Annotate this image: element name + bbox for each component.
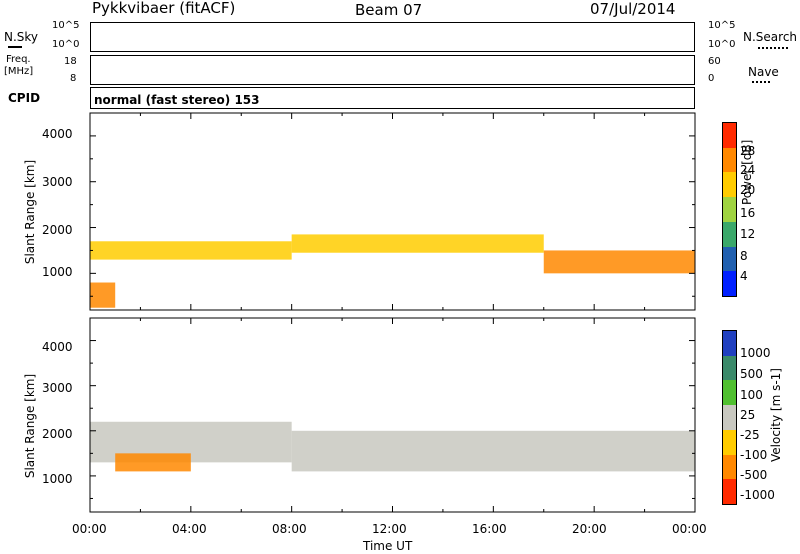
nsearch-label: N.Search (743, 30, 798, 44)
nsky-strip (90, 22, 695, 52)
velocity-ytick-3000: 3000 (42, 381, 73, 395)
power-cb-tick-4: 4 (740, 269, 748, 283)
power-panel-band-1 (291, 234, 544, 253)
power-cb-seg-4 (723, 221, 736, 247)
date-label: 07/Jul/2014 (590, 0, 676, 18)
power-cb-seg-2 (723, 172, 736, 198)
nsky-tick-bottom: 10^0 (52, 39, 80, 50)
xtick-0800: 08:00 (272, 522, 307, 536)
power-ytick-1000: 1000 (42, 265, 73, 279)
power-cb-seg-5 (723, 246, 736, 272)
x-axis-label: Time UT (363, 539, 413, 553)
cpid-strip (90, 87, 695, 109)
velocity-ytick-1000: 1000 (42, 472, 73, 486)
nsky-underline (8, 46, 22, 48)
power-cb-tick-24: 24 (740, 163, 756, 177)
power-panel-band-3 (90, 282, 116, 308)
cpid-label: CPID (8, 91, 41, 105)
station-title: Pykkvibaer (fitACF) (92, 0, 236, 17)
velocity-cb-tick-100: 100 (740, 388, 763, 402)
velocity-cb-tick-neg25: -25 (740, 428, 760, 442)
velocity-cb-tick-1000: 1000 (740, 346, 771, 360)
power-cb-tick-12: 12 (740, 227, 756, 241)
freq-strip (90, 55, 695, 85)
velocity-cb-seg-3 (723, 405, 736, 430)
power-cb-tick-8: 8 (740, 249, 748, 263)
velocity-cb-tick-neg1000: -1000 (740, 488, 775, 502)
velocity-panel-band-2 (115, 453, 191, 472)
velocity-cb-seg-0 (723, 331, 736, 356)
power-cb-tick-16: 16 (740, 206, 756, 220)
power-cb-seg-0 (723, 123, 736, 148)
velocity-cb-tick-500: 500 (740, 367, 763, 381)
velocity-colorbar (722, 330, 737, 505)
velocity-cb-tick-25: 25 (740, 408, 756, 422)
power-cb-seg-1 (723, 147, 736, 173)
velocity-cb-seg-4 (723, 429, 736, 455)
nave-dotted-line (752, 81, 770, 83)
power-panel-bg (90, 113, 695, 310)
xtick-2000: 20:00 (572, 522, 607, 536)
beam-label: Beam 07 (355, 1, 423, 19)
power-cb-tick-20: 20 (740, 183, 756, 197)
nsky-tick-top: 10^5 (52, 20, 80, 31)
nsky-label: N.Sky (4, 30, 39, 44)
velocity-ytick-2000: 2000 (42, 427, 73, 441)
power-cb-seg-3 (723, 197, 736, 222)
freq-label: Freq. (6, 54, 31, 65)
velocity-ytick-4000: 4000 (42, 340, 73, 354)
power-panel-band-0 (90, 241, 292, 260)
nsearch-tick-top: 10^5 (708, 20, 736, 31)
power-cb-tick-28: 28 (740, 144, 756, 158)
velocity-cb-seg-2 (723, 380, 736, 406)
nsearch-dotted-line (758, 47, 788, 49)
freq-tick-top: 18 (64, 56, 77, 67)
freq-unit: [MHz] (4, 66, 34, 77)
power-panel-band-2 (543, 250, 695, 274)
velocity-cb-tick-neg100: -100 (740, 448, 768, 462)
velocity-cb-tick-neg500: -500 (740, 468, 768, 482)
velocity-panel-bg (90, 318, 695, 512)
xtick-2400: 00:00 (672, 522, 707, 536)
xtick-0400: 04:00 (172, 522, 207, 536)
xtick-0000: 00:00 (72, 522, 107, 536)
power-ytick-3000: 3000 (42, 175, 73, 189)
velocity-panel-band-1 (291, 430, 695, 472)
power-cb-seg-6 (723, 271, 736, 296)
nave-tick-top: 60 (708, 56, 721, 67)
freq-tick-bottom: 8 (70, 73, 77, 84)
nave-label: Nave (748, 65, 779, 79)
velocity-cb-seg-5 (723, 454, 736, 480)
xtick-1200: 12:00 (372, 522, 407, 536)
velocity-cb-seg-1 (723, 355, 736, 381)
nave-tick-bottom: 0 (708, 73, 715, 84)
xtick-1600: 16:00 (472, 522, 507, 536)
nsearch-tick-bottom: 10^0 (708, 39, 736, 50)
cpid-value: normal (fast stereo) 153 (94, 93, 260, 107)
power-colorbar (722, 122, 737, 297)
power-ytick-4000: 4000 (42, 127, 73, 141)
power-ytick-2000: 2000 (42, 223, 73, 237)
velocity-cb-seg-6 (723, 479, 736, 504)
